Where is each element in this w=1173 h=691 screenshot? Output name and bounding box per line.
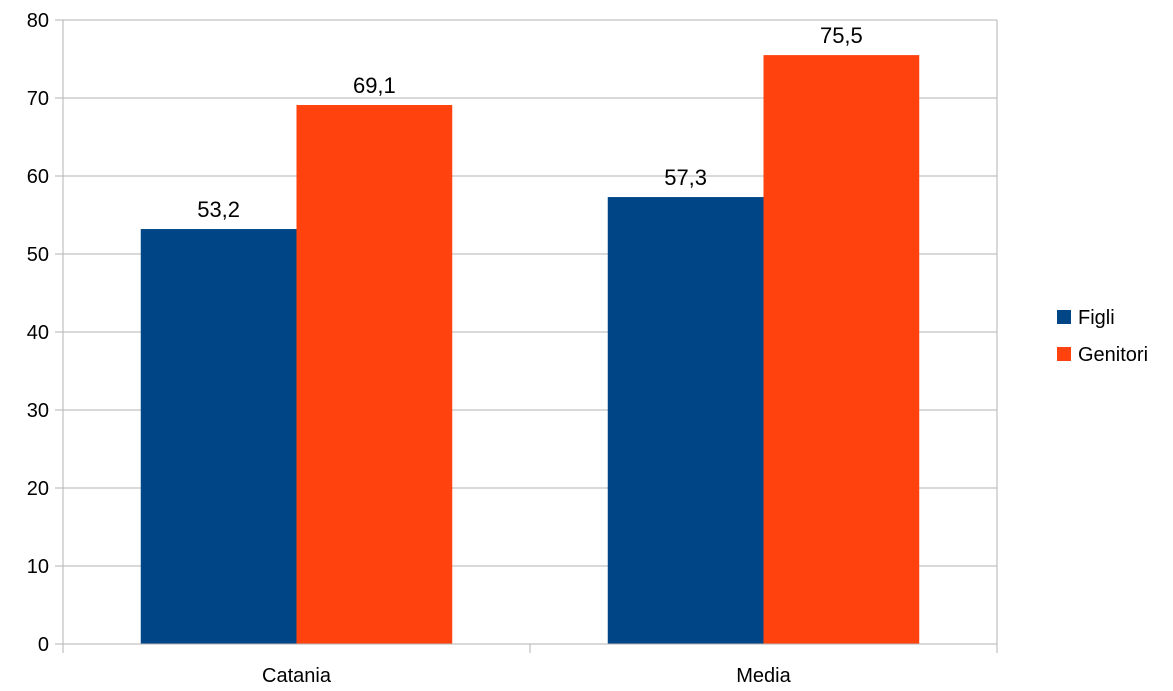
bar-genitori-media: [763, 55, 920, 645]
data-label: 75,5: [820, 23, 863, 48]
legend-swatch-genitori: [1057, 347, 1071, 361]
y-tick-label: 50: [27, 244, 49, 266]
x-tick-label: Catania: [262, 665, 332, 687]
y-tick-label: 20: [27, 478, 49, 500]
legend-label-genitori: Genitori: [1078, 344, 1148, 366]
data-label: 69,1: [353, 73, 396, 98]
legend-swatch-figli: [1057, 310, 1071, 324]
legend: Figli Genitori: [1057, 307, 1148, 366]
y-tick-label: 30: [27, 400, 49, 422]
x-tick-label: Media: [736, 665, 791, 687]
labels: 0 10 20 30 40 50 60 70 80 53,2 69,1 Catania 57,3 75,5…: [27, 10, 863, 687]
data-label: 53,2: [197, 197, 240, 222]
y-tick-label: 70: [27, 88, 49, 110]
bar-figli-media: [607, 197, 764, 644]
y-tick-label: 60: [27, 166, 49, 188]
bars: [140, 55, 920, 645]
y-tick-label: 80: [27, 10, 49, 32]
bar-genitori-catania: [296, 105, 453, 644]
data-label: 57,3: [664, 165, 707, 190]
axes: [55, 19, 998, 653]
y-tick-label: 10: [27, 556, 49, 578]
y-tick-label: 40: [27, 322, 49, 344]
bar-figli-catania: [140, 229, 297, 645]
legend-label-figli: Figli: [1078, 307, 1115, 329]
y-tick-label: 0: [38, 634, 49, 656]
